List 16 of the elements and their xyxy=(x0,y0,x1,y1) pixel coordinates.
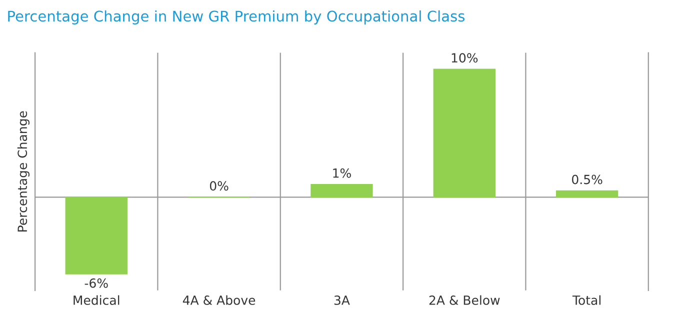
x-tick-label: 4A & Above xyxy=(182,295,256,305)
bar xyxy=(65,196,128,274)
data-label: 0.5% xyxy=(572,174,602,184)
bar xyxy=(310,184,373,198)
bar xyxy=(433,68,496,198)
bar xyxy=(556,190,618,198)
data-label: 0% xyxy=(210,181,228,191)
y-axis-title: Percentage Change xyxy=(17,111,30,232)
data-label: -6% xyxy=(84,278,108,288)
x-tick-label: 3A xyxy=(334,295,350,305)
data-label: 1% xyxy=(333,168,351,178)
x-tick-label: Medical xyxy=(74,295,120,305)
chart-title: Percentage Change in New GR Premium by Occupational Class xyxy=(8,10,465,24)
x-tick-label: Total xyxy=(572,295,600,305)
data-label: 10% xyxy=(452,53,478,63)
x-tick-label: 2A & Below xyxy=(429,295,500,305)
